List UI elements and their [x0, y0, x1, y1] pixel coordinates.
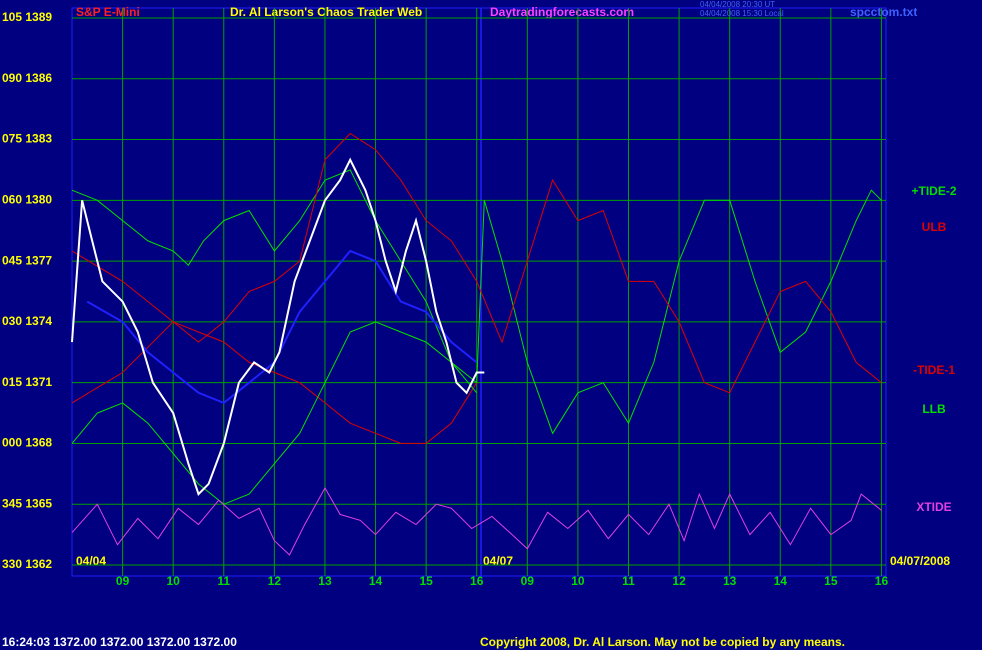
- date-label: 04/07/2008: [890, 554, 950, 568]
- date-label: 04/07: [483, 554, 513, 568]
- series-label: +TIDE-2: [911, 184, 956, 198]
- x-tick-label: 15: [419, 574, 433, 588]
- series-line: [71, 486, 882, 556]
- plot-frame: [71, 7, 887, 577]
- x-tick-label: 12: [672, 574, 686, 588]
- series-label: -TIDE-1: [913, 363, 955, 377]
- y-tick-label: 330 1362: [2, 557, 52, 571]
- x-tick-label: 13: [318, 574, 332, 588]
- site: Daytradingforecasts.com: [490, 5, 634, 19]
- x-tick-label: 09: [521, 574, 535, 588]
- status: 16:24:03 1372.00 1372.00 1372.00 1372.00: [2, 635, 237, 649]
- file-name: spcctom.txt: [850, 5, 917, 19]
- x-tick-label: 16: [875, 574, 889, 588]
- x-tick-label: 16: [470, 574, 484, 588]
- y-tick-label: 060 1380: [2, 193, 52, 207]
- x-tick-label: 15: [824, 574, 838, 588]
- y-tick-label: 345 1365: [2, 496, 52, 510]
- x-tick-label: 10: [571, 574, 585, 588]
- timestamp: 04/04/2008 20:30 UT: [700, 0, 775, 9]
- y-tick-label: 045 1377: [2, 253, 52, 267]
- series-label: LLB: [922, 402, 946, 416]
- x-tick-label: 12: [268, 574, 282, 588]
- copyright: Copyright 2008, Dr. Al Larson. May not b…: [480, 635, 845, 649]
- y-tick-label: 000 1368: [2, 436, 52, 450]
- x-tick-label: 14: [774, 574, 788, 588]
- y-tick-label: 105 1389: [2, 10, 52, 24]
- x-tick-label: 11: [622, 574, 635, 588]
- series-line: [71, 132, 882, 394]
- y-tick-label: 090 1386: [2, 71, 52, 85]
- x-tick-label: 10: [167, 574, 181, 588]
- series-line: [71, 321, 478, 444]
- y-tick-label: 015 1371: [2, 375, 52, 389]
- x-tick-label: 14: [369, 574, 383, 588]
- date-label: 04/04: [76, 554, 106, 568]
- symbol: S&P E-Mini: [76, 5, 140, 19]
- x-tick-label: 13: [723, 574, 737, 588]
- y-tick-label: 075 1383: [2, 132, 52, 146]
- x-tick-label: 09: [116, 574, 130, 588]
- series-line: [71, 321, 478, 505]
- series-label: XTIDE: [916, 500, 951, 514]
- series-label: ULB: [922, 220, 947, 234]
- timestamp: 04/04/2008 15:30 Local: [700, 9, 784, 18]
- series-line: [71, 157, 485, 496]
- series-line: [86, 249, 478, 405]
- x-tick-label: 11: [217, 574, 230, 588]
- y-tick-label: 030 1374: [2, 314, 52, 328]
- chart-title: Dr. Al Larson's Chaos Trader Web: [230, 5, 422, 19]
